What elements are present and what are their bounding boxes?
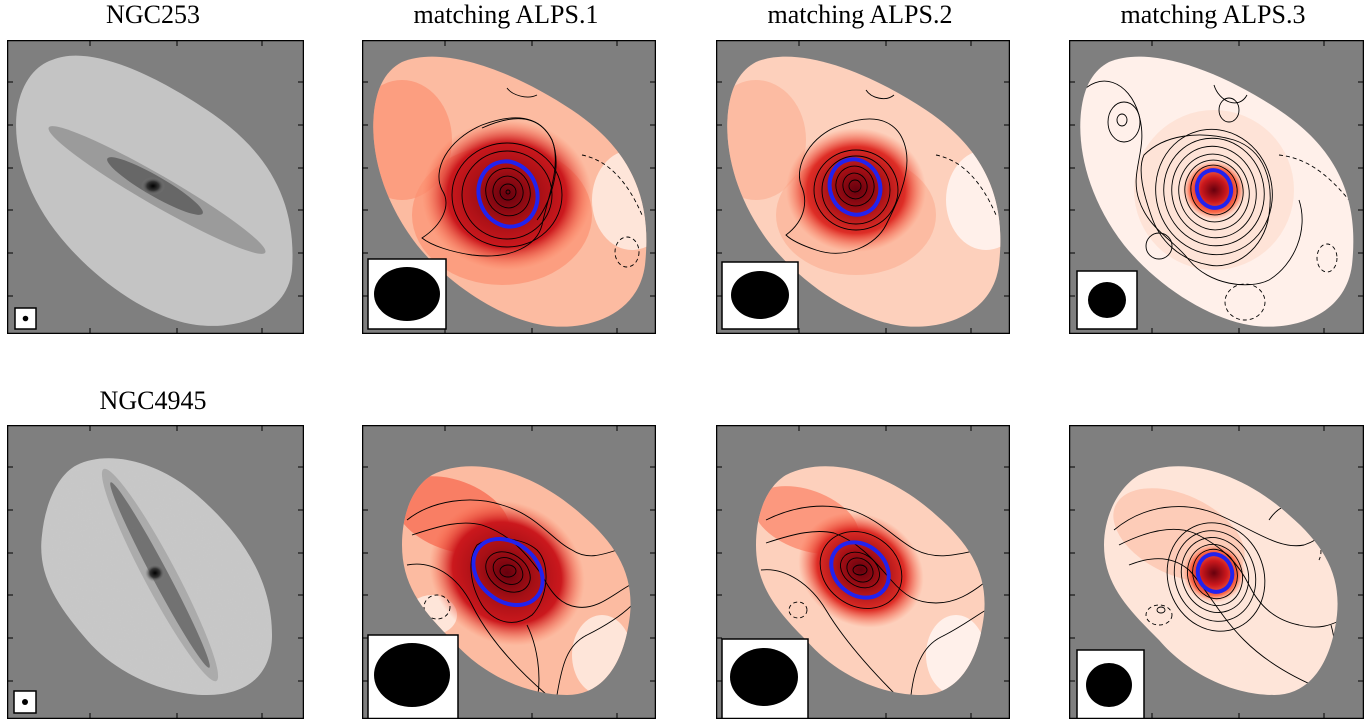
panel-title-ngc4945: NGC4945 — [99, 386, 207, 415]
beam-inset — [367, 258, 447, 330]
beam-inset — [1076, 270, 1138, 330]
ngc4945-alps2-panel — [716, 425, 1010, 719]
ngc4945-alps3-panel — [1069, 425, 1364, 719]
ngc253-alps1-panel — [362, 40, 656, 334]
beam-inset — [14, 307, 37, 330]
frame-border — [7, 40, 304, 334]
ngc253-alps3-panel — [1069, 40, 1364, 334]
ngc253-alps2-panel — [716, 40, 1010, 334]
panel-title-alps1: matching ALPS.1 — [413, 0, 599, 29]
beam-inset — [13, 690, 37, 714]
panel-title-ngc253: NGC253 — [106, 0, 200, 29]
panel-title-alps2: matching ALPS.2 — [767, 0, 953, 29]
beam-inset — [367, 634, 459, 719]
beam-inset — [721, 638, 809, 719]
beam-inset — [1076, 649, 1145, 719]
beam-inset — [721, 261, 799, 330]
ngc4945-alps1-panel — [362, 425, 656, 719]
panel-title-alps3: matching ALPS.3 — [1120, 0, 1306, 29]
ngc253-optical-panel — [7, 40, 304, 334]
ngc4945-optical-panel — [7, 425, 304, 719]
